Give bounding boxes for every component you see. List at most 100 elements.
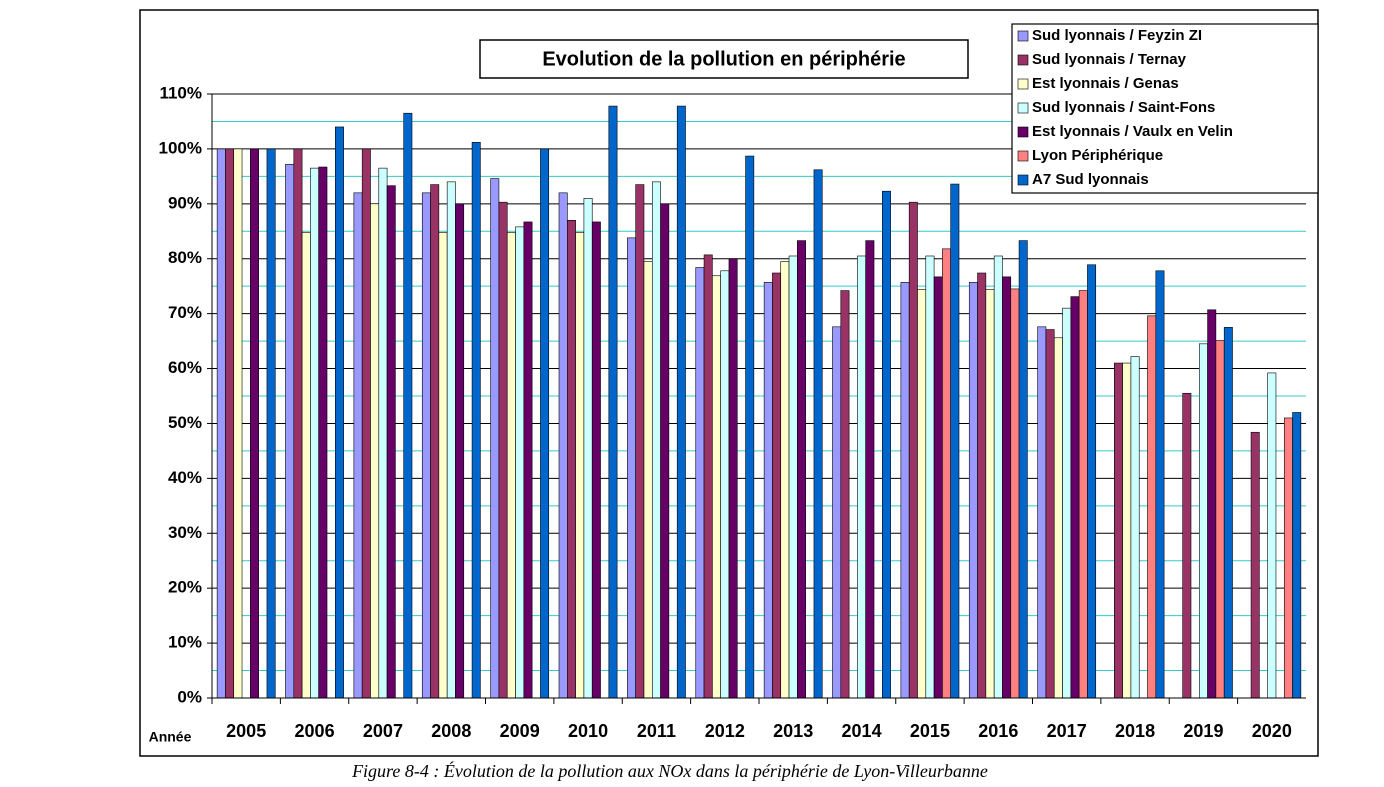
x-tick-label: 2015 <box>910 721 950 741</box>
bar <box>266 148 276 699</box>
bar <box>977 272 987 699</box>
bar <box>908 201 918 699</box>
y-tick-label: 60% <box>168 358 202 377</box>
y-tick-label: 20% <box>168 578 202 597</box>
bar <box>925 255 935 699</box>
bar <box>301 232 311 699</box>
bar <box>1053 337 1063 699</box>
x-tick-label: 2010 <box>568 721 608 741</box>
bar <box>591 221 601 699</box>
bar <box>1147 315 1157 699</box>
bar <box>1037 326 1047 699</box>
bar <box>840 290 850 699</box>
bar <box>1078 290 1088 699</box>
legend-label: Est lyonnais / Vaulx en Velin <box>1032 123 1233 140</box>
bar <box>1087 264 1097 699</box>
bar <box>942 248 951 699</box>
bar <box>558 192 568 699</box>
bar <box>993 255 1003 699</box>
bar <box>933 276 943 699</box>
bar <box>386 185 396 699</box>
bar <box>225 148 235 699</box>
bar <box>361 148 371 699</box>
bar <box>695 267 705 699</box>
bar <box>1215 340 1225 699</box>
bar <box>540 148 550 699</box>
y-tick-label: 70% <box>168 303 202 322</box>
bar <box>471 142 481 699</box>
y-tick-label: 90% <box>168 193 202 212</box>
bar <box>788 255 798 699</box>
bar <box>1045 329 1055 699</box>
legend-box <box>1011 23 1319 194</box>
bar <box>772 272 782 699</box>
bar <box>216 148 226 699</box>
legend-label: Est lyonnais / Genas <box>1032 75 1179 92</box>
y-tick-label: 40% <box>168 468 202 487</box>
legend-label: Lyon Périphérique <box>1032 147 1163 164</box>
x-tick-label: 2018 <box>1115 721 1155 741</box>
bar <box>455 203 465 699</box>
x-tick-label: 2013 <box>773 721 813 741</box>
bar <box>832 326 842 699</box>
x-tick-label: 2007 <box>363 721 403 741</box>
bar <box>438 232 448 699</box>
y-tick-label: 80% <box>168 248 202 267</box>
bar <box>712 275 721 699</box>
bar <box>857 255 867 699</box>
bar <box>370 203 380 699</box>
bar <box>506 232 516 699</box>
legend-swatch <box>1017 174 1029 186</box>
bar <box>490 178 500 699</box>
bar <box>1198 343 1208 699</box>
bar <box>310 167 320 699</box>
x-tick-label: 2008 <box>431 721 471 741</box>
legend-swatch <box>1017 150 1029 162</box>
x-tick-label: 2014 <box>842 721 882 741</box>
x-tick-label: 2019 <box>1183 721 1223 741</box>
bar <box>403 112 413 699</box>
bar <box>917 289 927 699</box>
bar <box>1182 392 1192 699</box>
bar <box>985 289 995 699</box>
x-axis-label: Année <box>149 729 192 745</box>
bar <box>763 282 773 699</box>
bar <box>285 163 295 699</box>
x-tick-label: 2009 <box>500 721 540 741</box>
bar <box>608 105 618 699</box>
legend-label: Sud lyonnais / Ternay <box>1032 51 1187 68</box>
bar <box>1130 356 1140 699</box>
legend-swatch <box>1017 30 1029 42</box>
bar <box>353 192 363 699</box>
bar <box>430 184 440 699</box>
x-tick-label: 2006 <box>295 721 335 741</box>
bar <box>635 184 645 699</box>
bar <box>378 167 388 699</box>
chart-title: Evolution de la pollution en périphérie <box>542 48 905 70</box>
bar <box>1250 431 1260 699</box>
bar <box>446 181 456 699</box>
bar <box>1223 327 1233 699</box>
caption: Figure 8-4 : Évolution de la pollution a… <box>351 760 988 781</box>
bar <box>643 261 653 699</box>
bar <box>703 254 713 699</box>
bar <box>813 169 823 699</box>
bar <box>233 148 243 699</box>
y-tick-label: 10% <box>168 633 202 652</box>
bar <box>968 282 978 699</box>
bar <box>421 192 431 699</box>
y-tick-label: 50% <box>168 413 202 432</box>
bar <box>627 237 636 699</box>
legend-swatch <box>1017 126 1029 138</box>
bar <box>1155 270 1165 699</box>
legend-label: Sud lyonnais / Saint-Fons <box>1032 99 1215 116</box>
bar <box>745 155 755 699</box>
bar <box>498 201 508 699</box>
bar <box>950 183 960 699</box>
bar <box>1122 362 1132 699</box>
bar <box>1114 362 1123 699</box>
y-tick-label: 0% <box>177 687 202 706</box>
bar <box>567 219 576 699</box>
bar <box>523 221 533 699</box>
